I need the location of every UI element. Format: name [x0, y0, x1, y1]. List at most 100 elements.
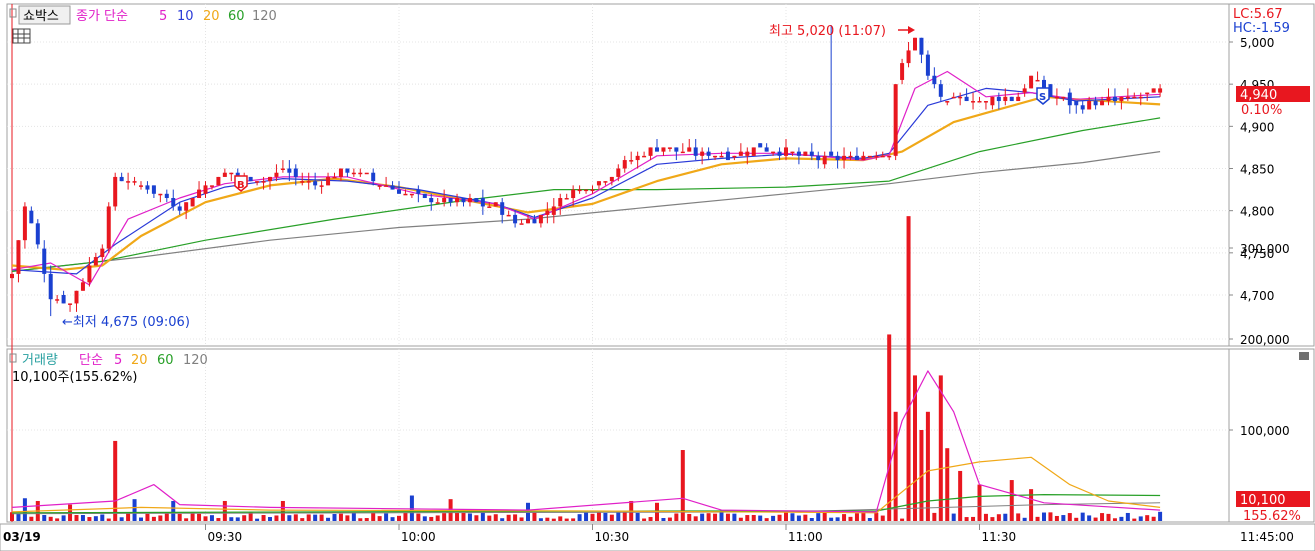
- candle-body: [951, 96, 956, 99]
- candle-body: [10, 273, 14, 279]
- candle-body: [345, 168, 350, 173]
- candle-body: [551, 206, 556, 215]
- candle-body: [255, 181, 260, 183]
- volume-bar: [777, 514, 782, 521]
- volume-bar: [345, 515, 350, 521]
- sell-signal-label: S: [1039, 92, 1046, 103]
- candle-body: [184, 202, 189, 211]
- candle-body: [442, 198, 447, 203]
- volume-bar: [80, 515, 85, 521]
- volume-bar: [229, 517, 234, 521]
- volume-bar: [1061, 515, 1066, 521]
- stock-name-box[interactable]: [18, 5, 71, 25]
- candle-body: [119, 176, 124, 182]
- volume-bar: [1054, 515, 1059, 521]
- candle-body: [313, 181, 318, 186]
- volume-bar: [506, 514, 511, 521]
- volume-bar: [306, 514, 311, 521]
- volume-bar: [467, 513, 472, 521]
- volume-tick-label: 200,000: [1240, 333, 1290, 347]
- volume-legend-box-icon[interactable]: [9, 353, 17, 363]
- volume-legend-ma60: 60: [157, 353, 174, 368]
- candle-body: [713, 155, 718, 158]
- candle-body: [409, 193, 414, 196]
- candle-body: [203, 185, 208, 194]
- volume-bar: [248, 512, 253, 521]
- candle-body: [1035, 79, 1040, 82]
- candle-body: [493, 202, 498, 207]
- candle-body: [190, 198, 195, 207]
- volume-bar: [416, 513, 421, 521]
- volume-bar: [1158, 511, 1163, 521]
- candle-body: [519, 223, 524, 225]
- volume-bar: [551, 518, 556, 521]
- candle-body: [655, 147, 659, 152]
- volume-bar: [971, 516, 976, 521]
- candle-body: [996, 96, 1001, 102]
- candle-body: [680, 151, 685, 154]
- current-volume-badge: [1236, 491, 1310, 507]
- candle-body: [751, 147, 756, 156]
- candle-body: [16, 240, 21, 274]
- volume-bar: [751, 514, 756, 521]
- volume-bar: [364, 518, 369, 521]
- volume-bar: [461, 512, 466, 521]
- volume-bar: [1080, 512, 1085, 521]
- candle-body: [416, 189, 421, 194]
- candle-body: [506, 214, 511, 217]
- volume-bar: [867, 518, 872, 521]
- time-tick-label: 11:00: [788, 530, 823, 544]
- candle-body: [377, 185, 382, 187]
- volume-bar: [300, 518, 305, 521]
- panel-collapse-icon[interactable]: [1299, 352, 1309, 360]
- volume-bar: [42, 515, 47, 521]
- candle-body: [390, 185, 395, 190]
- volume-bar: [280, 500, 285, 521]
- volume-bar: [371, 512, 376, 521]
- volume-panel[interactable]: [6, 348, 1230, 523]
- candle-body: [764, 147, 769, 152]
- volume-bar: [261, 515, 266, 521]
- volume-bar: [197, 513, 202, 521]
- volume-bar: [609, 514, 614, 521]
- volume-bar: [745, 515, 750, 521]
- candle-body: [609, 176, 614, 182]
- stock-name[interactable]: 쇼박스: [23, 9, 59, 24]
- candle-body: [1112, 96, 1117, 102]
- candle-body: [1158, 88, 1163, 93]
- candle-body: [661, 147, 666, 152]
- time-tick-label: 03/19: [3, 530, 41, 544]
- volume-bar: [964, 517, 969, 521]
- volume-bar: [622, 512, 627, 521]
- candle-body: [971, 101, 976, 103]
- grid-table-icon[interactable]: [12, 28, 31, 44]
- volume-bar: [145, 513, 150, 521]
- candle-body: [293, 168, 298, 177]
- volume-bar: [48, 516, 53, 521]
- candle-body: [545, 210, 550, 215]
- volume-bar: [564, 518, 569, 521]
- volume-bar: [1106, 513, 1111, 521]
- candle-body: [558, 198, 563, 207]
- legend-box-icon[interactable]: [9, 8, 17, 18]
- candle-body: [132, 181, 137, 183]
- candle-body: [306, 181, 311, 183]
- candle-body: [538, 214, 543, 224]
- volume-ma5-line: [11, 370, 1161, 513]
- candle-body: [738, 151, 743, 156]
- volume-bar: [1093, 517, 1098, 521]
- current-change: 0.10%: [1241, 103, 1282, 118]
- candle-body: [261, 181, 266, 183]
- candle-body: [480, 198, 485, 207]
- volume-bar: [1112, 518, 1117, 521]
- volume-bar: [738, 517, 743, 521]
- candle-body: [235, 172, 240, 177]
- candle-body: [435, 202, 440, 204]
- candle-body: [571, 189, 576, 199]
- limit-lc: LC:5.67: [1233, 7, 1283, 22]
- volume-bar: [1138, 516, 1143, 521]
- candle-body: [577, 189, 582, 192]
- candle-body: [874, 155, 879, 158]
